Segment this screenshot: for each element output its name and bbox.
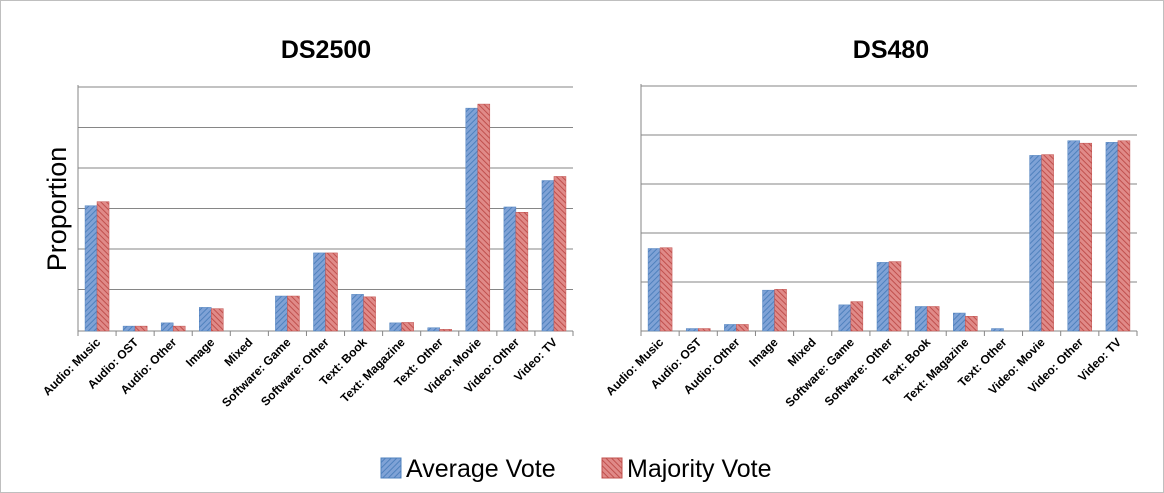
bar-average-vote bbox=[389, 322, 402, 332]
bar-majority-vote bbox=[697, 328, 711, 332]
x-tick-label: Image bbox=[746, 335, 781, 370]
bar-majority-vote bbox=[211, 308, 224, 332]
bar-average-vote bbox=[541, 180, 555, 332]
bar-average-vote bbox=[647, 248, 661, 332]
bar-average-vote bbox=[838, 304, 852, 332]
bar-average-vote bbox=[1105, 142, 1119, 332]
legend: Average Vote Majority Vote bbox=[380, 455, 772, 483]
bar-average-vote bbox=[503, 206, 517, 332]
bar-average-vote bbox=[275, 295, 288, 332]
bar-majority-vote bbox=[1079, 142, 1093, 332]
x-tick-label: Mixed bbox=[785, 335, 819, 369]
bar-majority-vote bbox=[439, 329, 452, 332]
bar-majority-vote bbox=[736, 324, 749, 332]
x-tick-label: Software: Other bbox=[822, 335, 896, 409]
legend-swatch-average-vote bbox=[380, 457, 402, 479]
bar-majority-vote bbox=[553, 176, 567, 332]
bar-majority-vote bbox=[850, 301, 864, 332]
bar-majority-vote bbox=[659, 247, 673, 332]
legend-swatch-majority-vote bbox=[601, 457, 623, 479]
bar-average-vote bbox=[953, 312, 966, 332]
chart-title-1: DS480 bbox=[853, 36, 929, 64]
bar-average-vote bbox=[465, 107, 479, 332]
bar-average-vote bbox=[1029, 155, 1042, 332]
bar-majority-vote bbox=[1117, 140, 1131, 332]
bar-average-vote bbox=[351, 294, 364, 332]
bar-average-vote bbox=[724, 324, 737, 332]
bar-majority-vote bbox=[363, 296, 376, 332]
bar-average-vote bbox=[427, 327, 440, 332]
bar-average-vote bbox=[685, 328, 699, 332]
bar-majority-vote bbox=[134, 325, 148, 332]
bar-average-vote bbox=[160, 322, 174, 332]
x-tick-label: Software: Other bbox=[258, 335, 332, 409]
bar-majority-vote bbox=[515, 212, 529, 332]
bar-average-vote bbox=[84, 205, 98, 332]
bar-average-vote bbox=[199, 307, 212, 332]
bar-majority-vote bbox=[774, 289, 787, 332]
bar-majority-vote bbox=[96, 201, 110, 332]
bar-average-vote bbox=[313, 252, 326, 332]
legend-label-average-vote: Average Vote bbox=[406, 455, 556, 483]
bar-average-vote bbox=[914, 306, 928, 332]
legend-label-majority-vote: Majority Vote bbox=[627, 455, 772, 483]
bar-majority-vote bbox=[325, 252, 338, 332]
bar-majority-vote bbox=[477, 103, 491, 332]
bar-majority-vote bbox=[965, 316, 978, 332]
bar-majority-vote bbox=[926, 306, 940, 332]
bar-average-vote bbox=[876, 262, 890, 332]
chart-title-0: DS2500 bbox=[281, 36, 371, 64]
x-tick-label: Image bbox=[183, 335, 218, 370]
bar-majority-vote bbox=[172, 325, 186, 332]
bar-majority-vote bbox=[888, 261, 902, 332]
x-tick-label: Mixed bbox=[222, 335, 256, 369]
y-axis-label: Proportion bbox=[42, 147, 72, 272]
bar-average-vote bbox=[1067, 140, 1081, 332]
bar-average-vote bbox=[991, 328, 1004, 332]
bar-average-vote bbox=[122, 325, 136, 332]
x-tick-label: Software: Game bbox=[219, 335, 294, 410]
bar-majority-vote bbox=[287, 295, 300, 332]
bar-majority-vote bbox=[401, 322, 414, 332]
bar-average-vote bbox=[762, 289, 775, 332]
bar-majority-vote bbox=[1041, 154, 1054, 332]
x-tick-label: Software: Game bbox=[782, 335, 857, 410]
